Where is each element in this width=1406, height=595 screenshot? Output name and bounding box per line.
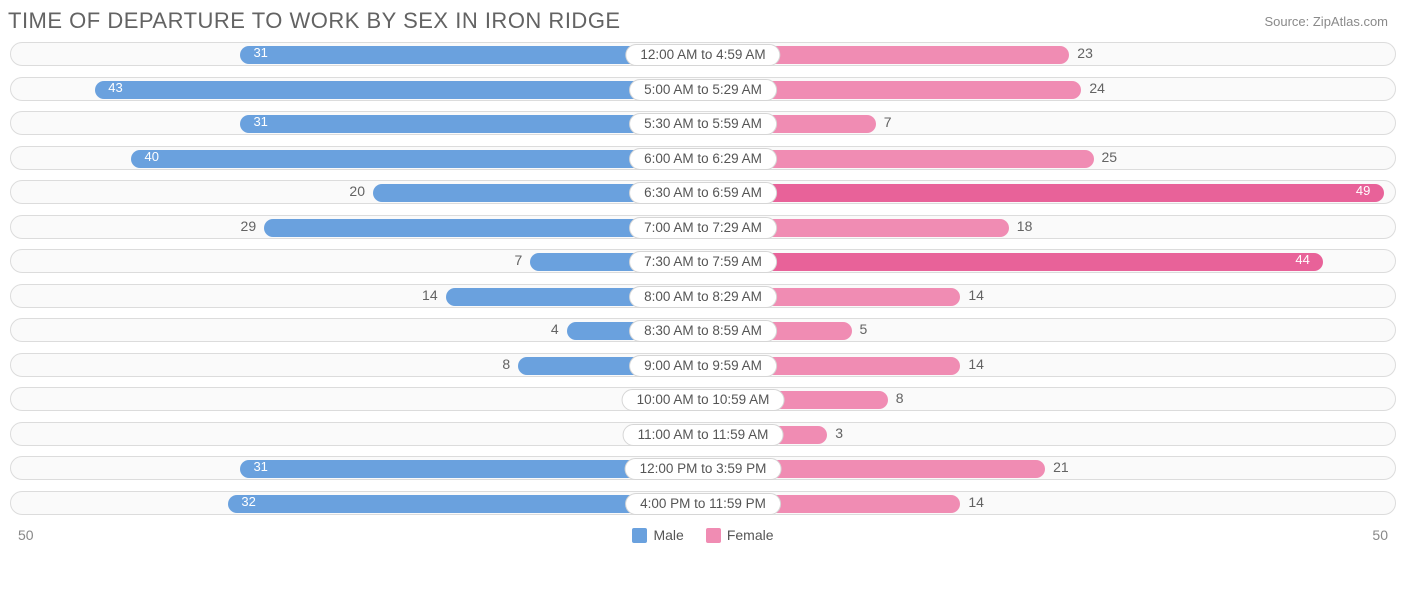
category-pill: 10:00 AM to 10:59 AM <box>622 389 785 411</box>
female-value: 49 <box>1356 183 1370 198</box>
female-value: 44 <box>1295 252 1309 267</box>
chart-row: 31 23 12:00 AM to 4:59 AM <box>10 42 1396 66</box>
female-bar <box>703 184 1384 202</box>
male-value: 31 <box>253 114 267 129</box>
chart-row: 0810:00 AM to 10:59 AM <box>10 387 1396 411</box>
female-value: 23 <box>1077 45 1093 61</box>
male-value: 4 <box>551 321 559 337</box>
male-bar <box>95 81 703 99</box>
category-pill: 11:00 AM to 11:59 AM <box>623 424 784 446</box>
category-pill: 6:00 AM to 6:29 AM <box>629 148 777 170</box>
chart-source: Source: ZipAtlas.com <box>1264 14 1388 29</box>
category-pill: 8:30 AM to 8:59 AM <box>629 320 777 342</box>
legend-male: Male <box>632 527 683 543</box>
female-value: 5 <box>860 321 868 337</box>
axis-max-left: 50 <box>18 527 34 543</box>
chart-row: 8 14 9:00 AM to 9:59 AM <box>10 353 1396 377</box>
category-pill: 5:00 AM to 5:29 AM <box>629 79 777 101</box>
chart-title: TIME OF DEPARTURE TO WORK BY SEX IN IRON… <box>8 8 621 34</box>
male-bar <box>131 150 703 168</box>
legend-male-label: Male <box>653 527 683 543</box>
female-value: 3 <box>835 425 843 441</box>
category-pill: 4:00 PM to 11:59 PM <box>625 493 781 515</box>
male-value: 32 <box>241 494 255 509</box>
male-value: 43 <box>108 80 122 95</box>
female-value: 21 <box>1053 459 1069 475</box>
female-value: 8 <box>896 390 904 406</box>
female-value: 18 <box>1017 218 1033 234</box>
legend-female-swatch <box>706 528 721 543</box>
chart-row: 7 44 7:30 AM to 7:59 AM <box>10 249 1396 273</box>
female-bar <box>703 253 1323 271</box>
female-value: 14 <box>968 287 984 303</box>
category-pill: 8:00 AM to 8:29 AM <box>629 286 777 308</box>
female-value: 24 <box>1089 80 1105 96</box>
male-value: 20 <box>349 183 365 199</box>
male-value: 7 <box>515 252 523 268</box>
category-pill: 7:30 AM to 7:59 AM <box>629 251 777 273</box>
chart-row: 20 49 6:30 AM to 6:59 AM <box>10 180 1396 204</box>
chart-row: 40 25 6:00 AM to 6:29 AM <box>10 146 1396 170</box>
female-value: 14 <box>968 356 984 372</box>
male-value: 40 <box>145 149 159 164</box>
male-value: 31 <box>253 459 267 474</box>
female-value: 14 <box>968 494 984 510</box>
diverging-bar-chart: 312312:00 AM to 4:59 AM43245:00 AM to 5:… <box>0 38 1406 515</box>
female-value: 7 <box>884 114 892 130</box>
male-value: 31 <box>253 45 267 60</box>
axis-max-right: 50 <box>1372 527 1388 543</box>
chart-row: 31 7 5:30 AM to 5:59 AM <box>10 111 1396 135</box>
chart-row: 29 18 7:00 AM to 7:29 AM <box>10 215 1396 239</box>
chart-row: 14 14 8:00 AM to 8:29 AM <box>10 284 1396 308</box>
male-value: 8 <box>502 356 510 372</box>
chart-row: 43 24 5:00 AM to 5:29 AM <box>10 77 1396 101</box>
legend-male-swatch <box>632 528 647 543</box>
chart-row: 4 5 8:30 AM to 8:59 AM <box>10 318 1396 342</box>
category-pill: 6:30 AM to 6:59 AM <box>629 182 777 204</box>
legend: Male Female <box>632 527 773 543</box>
chart-row: 31 21 12:00 PM to 3:59 PM <box>10 456 1396 480</box>
female-value: 25 <box>1102 149 1118 165</box>
legend-female: Female <box>706 527 774 543</box>
male-value: 14 <box>422 287 438 303</box>
chart-row: 32 14 4:00 PM to 11:59 PM <box>10 491 1396 515</box>
category-pill: 7:00 AM to 7:29 AM <box>629 217 777 239</box>
legend-female-label: Female <box>727 527 774 543</box>
category-pill: 9:00 AM to 9:59 AM <box>629 355 777 377</box>
male-value: 29 <box>241 218 257 234</box>
category-pill: 12:00 PM to 3:59 PM <box>625 458 782 480</box>
chart-row: 0311:00 AM to 11:59 AM <box>10 422 1396 446</box>
category-pill: 5:30 AM to 5:59 AM <box>629 113 777 135</box>
category-pill: 12:00 AM to 4:59 AM <box>625 44 780 66</box>
